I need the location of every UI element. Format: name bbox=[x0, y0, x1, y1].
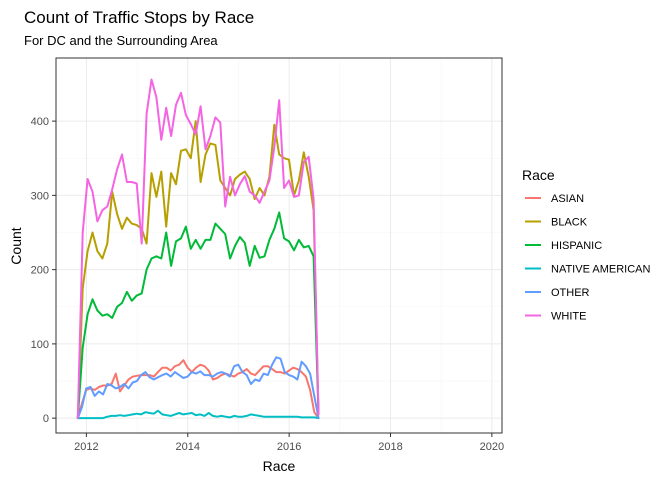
series-line-native-american bbox=[76, 409, 320, 420]
legend-title: Race bbox=[522, 167, 555, 183]
legend-label: OTHER bbox=[551, 287, 590, 299]
legend-item: OTHER bbox=[525, 287, 590, 299]
series-line-black bbox=[76, 120, 320, 420]
chart-subtitle: For DC and the Surrounding Area bbox=[24, 33, 218, 48]
y-axis-title: Count bbox=[8, 227, 24, 264]
x-tick-label: 2016 bbox=[277, 441, 301, 453]
x-axis-ticks: 2012 2014 2016 2018 2020 bbox=[74, 433, 504, 453]
legend-label: BLACK bbox=[551, 217, 588, 229]
x-tick-label: 2012 bbox=[74, 441, 98, 453]
y-tick-label: 200 bbox=[31, 265, 49, 277]
x-axis-title: Race bbox=[263, 458, 296, 474]
series-line-other bbox=[76, 356, 320, 420]
legend: Race ASIAN BLACK HISPANIC NATIVE AMERICAN OT… bbox=[522, 167, 650, 323]
legend-item: BLACK bbox=[525, 217, 588, 229]
y-axis-ticks: 0 100 200 300 400 bbox=[31, 116, 56, 425]
plot-area bbox=[55, 57, 503, 434]
legend-items: ASIAN BLACK HISPANIC NATIVE AMERICAN OTHER WH… bbox=[525, 193, 650, 323]
chart-title: Count of Traffic Stops by Race bbox=[24, 8, 254, 27]
legend-label: ASIAN bbox=[551, 193, 584, 205]
y-tick-label: 100 bbox=[31, 339, 49, 351]
legend-label: WHITE bbox=[551, 311, 586, 323]
plot-panel bbox=[56, 58, 502, 433]
series-line-hispanic bbox=[76, 211, 320, 420]
y-tick-label: 0 bbox=[43, 413, 49, 425]
legend-label: NATIVE AMERICAN bbox=[551, 264, 650, 276]
y-tick-label: 300 bbox=[31, 190, 49, 202]
legend-item: WHITE bbox=[525, 311, 586, 323]
series-line-white bbox=[76, 78, 320, 420]
legend-item: HISPANIC bbox=[525, 240, 602, 252]
x-tick-label: 2018 bbox=[378, 441, 402, 453]
legend-item: NATIVE AMERICAN bbox=[525, 264, 650, 276]
series-lines bbox=[76, 78, 320, 420]
y-tick-label: 400 bbox=[31, 116, 49, 128]
x-tick-label: 2020 bbox=[480, 441, 504, 453]
x-tick-label: 2014 bbox=[176, 441, 200, 453]
legend-item: ASIAN bbox=[525, 193, 584, 205]
grid bbox=[56, 58, 502, 433]
series-line-asian bbox=[76, 359, 320, 420]
legend-label: HISPANIC bbox=[551, 240, 602, 252]
plot-border bbox=[55, 57, 503, 434]
